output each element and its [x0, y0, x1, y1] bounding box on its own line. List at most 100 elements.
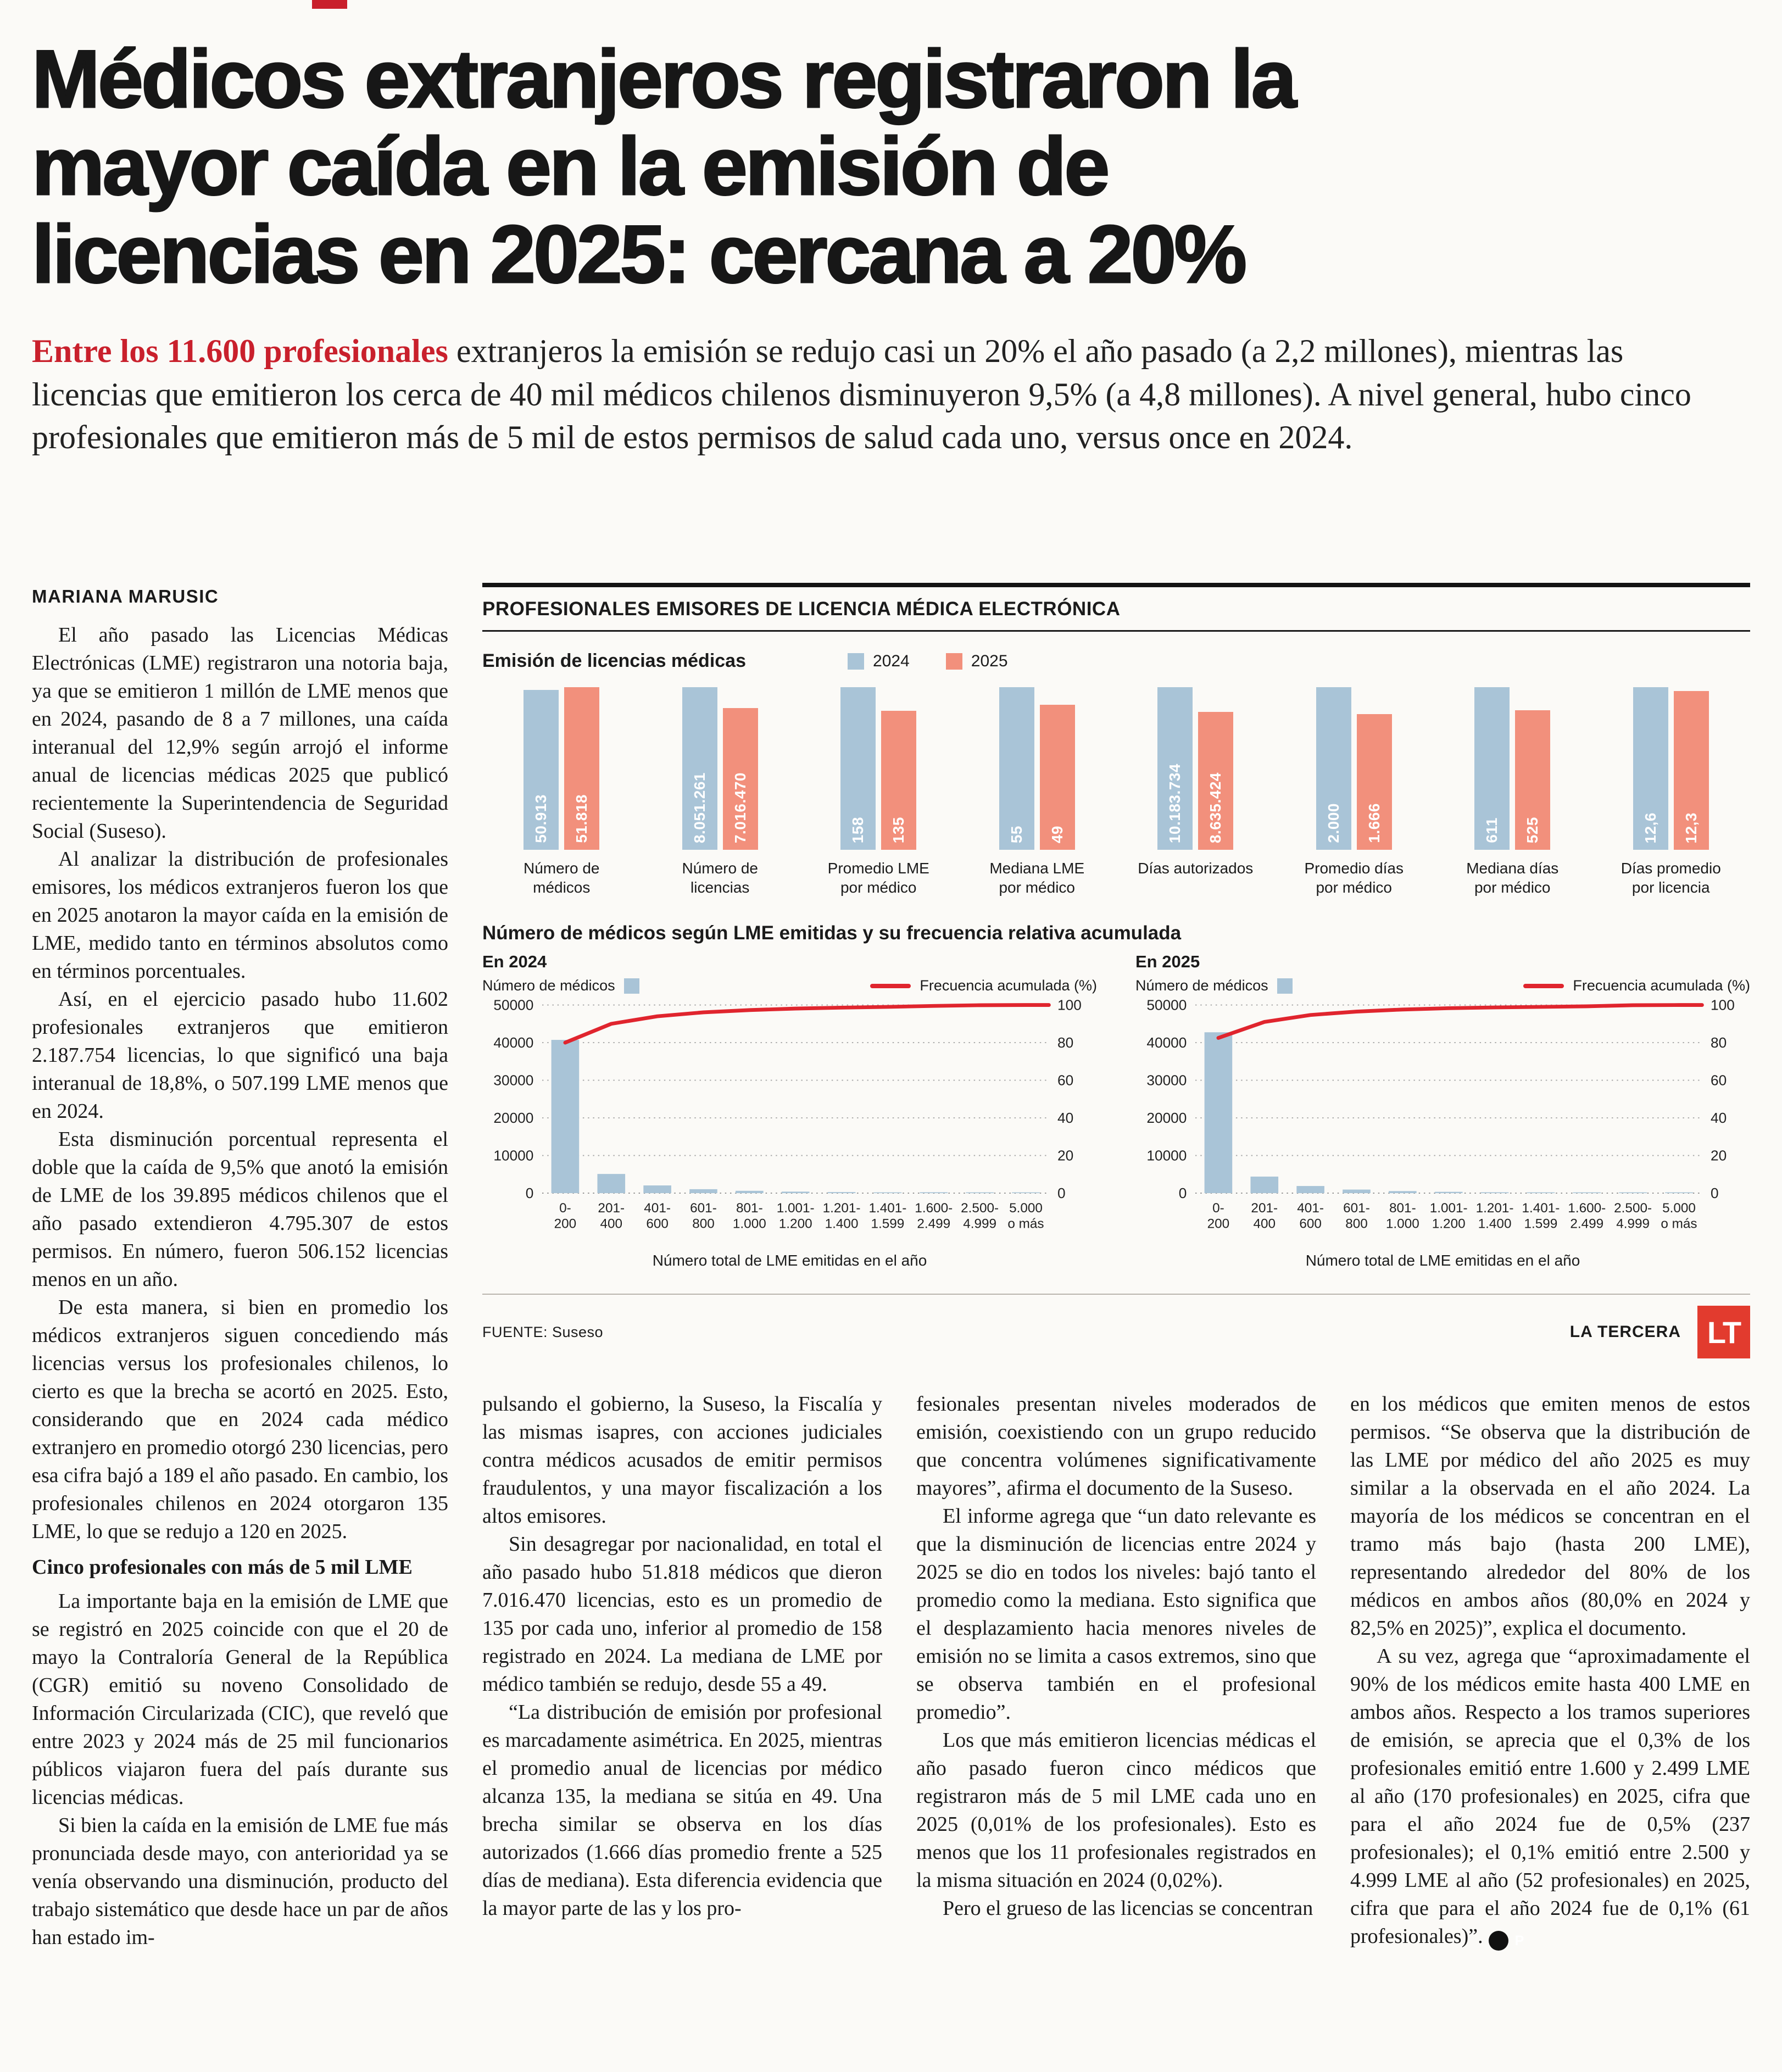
article-paragraph: fesionales presentan niveles moderados d…	[916, 1393, 1316, 1500]
bar-group-label: Mediana LME por médico	[989, 860, 1085, 896]
article-paragraph: El año pasado las Licencias Médicas Elec…	[32, 623, 448, 843]
infographic: PROFESIONALES EMISORES DE LICENCIA MÉDIC…	[482, 583, 1750, 1359]
bar-group-0: 50.913 51.818 Número de médicos	[482, 686, 641, 897]
svg-text:1.001-1.200: 1.001-1.200	[777, 1201, 815, 1231]
bar-value-label: 12,6	[1641, 812, 1659, 844]
svg-text:0-200: 0-200	[554, 1201, 577, 1231]
legend-2025-label: 2025	[971, 651, 1008, 670]
article-paragraph: en los médicos que emiten menos de estos…	[1350, 1393, 1750, 1640]
lead-paragraph: Entre los 11.600 profesionales extranjer…	[32, 330, 1740, 459]
red-corner-tick	[312, 0, 347, 9]
brand: LA TERCERA LT	[1569, 1306, 1750, 1359]
legend-2025-swatch	[945, 653, 962, 670]
bar-value-label: 525	[1524, 816, 1541, 844]
bar-pair: 10.183.734 8.635.424	[1157, 686, 1234, 850]
bar-value-label: 10.183.734	[1166, 763, 1184, 844]
svg-text:100: 100	[1711, 996, 1735, 1013]
bar-value-label: 50.913	[532, 794, 550, 844]
svg-text:10000: 10000	[493, 1147, 533, 1163]
svg-text:1.401-1.599: 1.401-1.599	[868, 1201, 906, 1231]
bar-group-6: 611 525 Mediana días por médico	[1433, 686, 1592, 897]
svg-text:60: 60	[1057, 1072, 1073, 1088]
right-region: PROFESIONALES EMISORES DE LICENCIA MÉDIC…	[482, 583, 1750, 1952]
article-paragraph: Sin desagregar por nacionalidad, en tota…	[482, 1533, 882, 1696]
svg-text:50000: 50000	[1146, 996, 1187, 1013]
svg-text:401-600: 401-600	[644, 1201, 671, 1231]
svg-text:100: 100	[1057, 996, 1082, 1013]
svg-text:1.600-2.499: 1.600-2.499	[1568, 1201, 1606, 1231]
bar-2024: 55	[999, 687, 1034, 850]
main-content: MARIANA MARUSIC El año pasado las Licenc…	[32, 583, 1750, 1952]
bar-value-label: 8.051.261	[690, 772, 708, 844]
bar-group-2: 158 135 Promedio LME por médico	[799, 686, 958, 897]
svg-text:601-800: 601-800	[1343, 1201, 1370, 1231]
pareto-2025-title: En 2025	[1135, 952, 1200, 972]
bar-2025: 525	[1515, 710, 1551, 850]
svg-text:2.500-4.999: 2.500-4.999	[961, 1201, 999, 1231]
svg-text:40: 40	[1057, 1110, 1073, 1126]
bar-group-label: Días promedio por licencia	[1620, 860, 1721, 896]
svg-text:20000: 20000	[493, 1110, 533, 1126]
bar-value-label: 158	[849, 816, 867, 844]
lead-highlight: Entre los 11.600 profesionales	[32, 333, 448, 370]
svg-text:20: 20	[1711, 1147, 1727, 1163]
svg-text:1.201-1.400: 1.201-1.400	[823, 1201, 861, 1231]
bar-2024: 12,6	[1633, 687, 1668, 850]
bar-pair: 158 135	[840, 686, 917, 850]
article-column-2: pulsando el gobierno, la Suseso, la Fisc…	[482, 1390, 882, 1951]
bar-group-label: Número de licencias	[682, 860, 758, 896]
bar-2024: 2.000	[1316, 687, 1351, 850]
bar-swatch-icon	[1277, 978, 1293, 994]
bar-pair: 2.000 1.666	[1316, 686, 1392, 850]
pareto-2025-line-legend-label: Frecuencia acumulada (%)	[1573, 977, 1750, 994]
article-subhead: Cinco profesionales con más de 5 mil LME	[32, 1556, 413, 1579]
svg-text:201-400: 201-400	[1251, 1201, 1278, 1231]
article-paragraph: De esta manera, si bien en promedio los …	[32, 1296, 448, 1544]
svg-text:40: 40	[1711, 1110, 1727, 1126]
svg-text:80: 80	[1711, 1034, 1727, 1051]
bar-2025: 12,3	[1673, 691, 1709, 850]
bar-group-label: Mediana días por médico	[1466, 860, 1559, 896]
article-end-mark: P	[1488, 1931, 1524, 1951]
bar-2025: 7.016.470	[722, 708, 758, 850]
pareto-2025-xlabel: Número total de LME emitidas en el año	[1305, 1252, 1580, 1269]
bar-2025: 135	[881, 711, 917, 850]
svg-text:40000: 40000	[493, 1034, 533, 1051]
svg-text:50000: 50000	[493, 996, 533, 1013]
bar-value-label: 2.000	[1324, 803, 1342, 844]
svg-text:60: 60	[1711, 1072, 1727, 1088]
svg-text:20: 20	[1057, 1147, 1073, 1163]
bar-value-label: 7.016.470	[731, 772, 749, 844]
pareto-2024-line-legend-label: Frecuencia acumulada (%)	[920, 977, 1097, 994]
bar-chart-title: Emisión de licencias médicas	[482, 650, 747, 672]
pareto-2024-xlabel: Número total de LME emitidas en el año	[652, 1252, 927, 1269]
bar-group-label: Promedio LME por médico	[827, 860, 929, 896]
pareto-2024-line-legend: Frecuencia acumulada (%)	[870, 977, 1097, 994]
article-paragraph: Los que más emitieron licencias médicas …	[916, 1729, 1316, 1892]
legend-2024-label: 2024	[873, 651, 910, 670]
grouped-bar-chart: 50.913 51.818 Número de médicos 8.051.261 7.…	[482, 686, 1750, 897]
pareto-panel-2025: En 2025 Número de médicos Frecuencia acu…	[1135, 949, 1750, 1269]
bar-group-label: Promedio días por médico	[1304, 860, 1404, 896]
svg-text:0: 0	[526, 1185, 534, 1201]
byline: MARIANA MARUSIC	[32, 586, 219, 607]
svg-text:1.001-1.200: 1.001-1.200	[1430, 1201, 1468, 1231]
svg-text:801-1.000: 801-1.000	[1386, 1201, 1419, 1231]
brand-name: LA TERCERA	[1569, 1323, 1681, 1341]
bar-2024: 10.183.734	[1157, 687, 1193, 850]
bar-pair: 8.051.261 7.016.470	[682, 686, 758, 850]
line-swatch-icon	[1523, 983, 1564, 988]
bar-group-4: 10.183.734 8.635.424 Días autorizados	[1116, 686, 1275, 897]
bottom-columns: pulsando el gobierno, la Suseso, la Fisc…	[482, 1390, 1750, 1951]
article-paragraph: Así, en el ejercicio pasado hubo 11.602 …	[32, 988, 448, 1123]
pareto-2025-bar-legend-label: Número de médicos	[1135, 977, 1268, 994]
article-paragraph: A su vez, agrega que “aproximadamente el…	[1350, 1642, 1750, 1951]
bar-group-5: 2.000 1.666 Promedio días por médico	[1275, 686, 1434, 897]
bar-2024: 611	[1474, 687, 1510, 850]
bar-2025: 8.635.424	[1198, 712, 1234, 850]
bar-2024: 50.913	[524, 690, 559, 850]
bar-group-3: 55 49 Mediana LME por médico	[958, 686, 1117, 897]
svg-text:1.600-2.499: 1.600-2.499	[915, 1201, 953, 1231]
